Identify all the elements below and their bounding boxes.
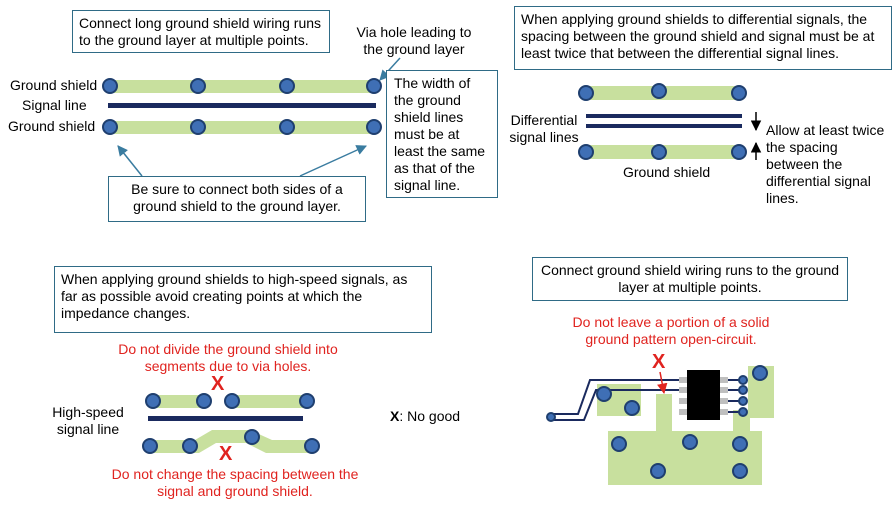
via-icon — [279, 119, 295, 135]
via-icon — [224, 393, 240, 409]
no-good-legend-text: : No good — [399, 408, 461, 424]
bl-x-mark-top: X — [211, 373, 225, 395]
via-icon — [596, 386, 612, 402]
via-icon — [650, 463, 666, 479]
br-warn-open-circuit: Do not leave a portion of a solid ground… — [572, 314, 770, 347]
tl-via-label: Via hole leading to the ground layer — [356, 24, 472, 57]
br-traces — [552, 379, 742, 421]
via-icon — [190, 119, 206, 135]
br-ic-chip — [687, 370, 720, 420]
tl-connect-arrow-right — [299, 145, 367, 177]
tl-signal-line — [108, 103, 376, 108]
br-vias — [546, 365, 768, 479]
via-icon — [732, 436, 748, 452]
via-icon — [682, 434, 698, 450]
via-icon — [738, 407, 748, 417]
bl-high-speed-note: When applying ground shields to high-spe… — [54, 266, 432, 333]
tl-shield-top — [108, 80, 374, 93]
bl-vias — [142, 393, 320, 454]
via-icon — [182, 438, 198, 454]
no-good-x-glyph: X — [390, 408, 400, 424]
tl-vias — [102, 78, 382, 135]
via-icon — [142, 438, 158, 454]
tr-differential-label: Differential signal lines — [509, 112, 579, 145]
tl-ground-shield-top-label: Ground shield — [10, 77, 98, 93]
tl-via-arrow — [379, 57, 401, 81]
tl-connect-arrow-left — [117, 145, 143, 177]
tl-connect-both-sides-note: Be sure to connect both sides of a groun… — [108, 176, 366, 222]
via-icon — [738, 385, 748, 395]
via-icon — [196, 393, 212, 409]
via-icon — [546, 412, 556, 422]
via-icon — [578, 144, 594, 160]
tl-ground-shield-bottom-label: Ground shield — [8, 118, 96, 134]
via-icon — [102, 78, 118, 94]
bl-warn-divide: Do not divide the ground shield into seg… — [118, 341, 338, 374]
via-icon — [651, 144, 667, 160]
bl-high-speed-label: High-speed signal line — [52, 404, 124, 437]
tr-vias — [578, 83, 747, 160]
via-icon — [145, 393, 161, 409]
bl-no-good-legend: X: No good — [390, 408, 460, 425]
br-x-mark: X — [652, 351, 666, 373]
bl-shield-top-seg1 — [152, 395, 204, 408]
via-icon — [578, 85, 594, 101]
tl-multipoint-note: Connect long ground shield wiring runs t… — [72, 10, 330, 53]
via-icon — [611, 436, 627, 452]
tl-signal-line-label: Signal line — [22, 97, 87, 113]
br-ic-pins — [679, 377, 728, 415]
bl-shield-top-seg2 — [230, 395, 306, 408]
tl-shield-bottom — [108, 121, 374, 134]
via-icon — [752, 365, 768, 381]
br-warn-arrow — [657, 371, 668, 395]
bl-x-mark-bottom: X — [219, 443, 233, 465]
via-icon — [366, 119, 382, 135]
via-icon — [731, 85, 747, 101]
via-icon — [731, 144, 747, 160]
via-icon — [299, 393, 315, 409]
via-icon — [738, 375, 748, 385]
via-icon — [190, 78, 206, 94]
via-icon — [624, 400, 640, 416]
via-icon — [279, 78, 295, 94]
br-multipoint-note: Connect ground shield wiring runs to the… — [532, 257, 848, 301]
via-icon — [304, 438, 320, 454]
via-icon — [651, 83, 667, 99]
bl-signal-line — [148, 416, 303, 421]
tr-diff-line-1 — [586, 114, 742, 118]
via-icon — [738, 396, 748, 406]
tl-width-note: The width of the ground shield lines mus… — [386, 70, 498, 198]
tr-ground-shield-label: Ground shield — [623, 164, 711, 180]
via-icon — [732, 463, 748, 479]
br-ground-pattern — [597, 366, 774, 485]
tr-differential-note: When applying ground shields to differen… — [514, 6, 892, 70]
via-icon — [102, 119, 118, 135]
via-icon — [366, 78, 382, 94]
tr-diff-line-2 — [586, 124, 742, 128]
via-icon — [244, 429, 260, 445]
tr-spacing-note: Allow at least twice the spacing between… — [766, 122, 885, 206]
bl-warn-spacing: Do not change the spacing between the si… — [111, 466, 359, 499]
